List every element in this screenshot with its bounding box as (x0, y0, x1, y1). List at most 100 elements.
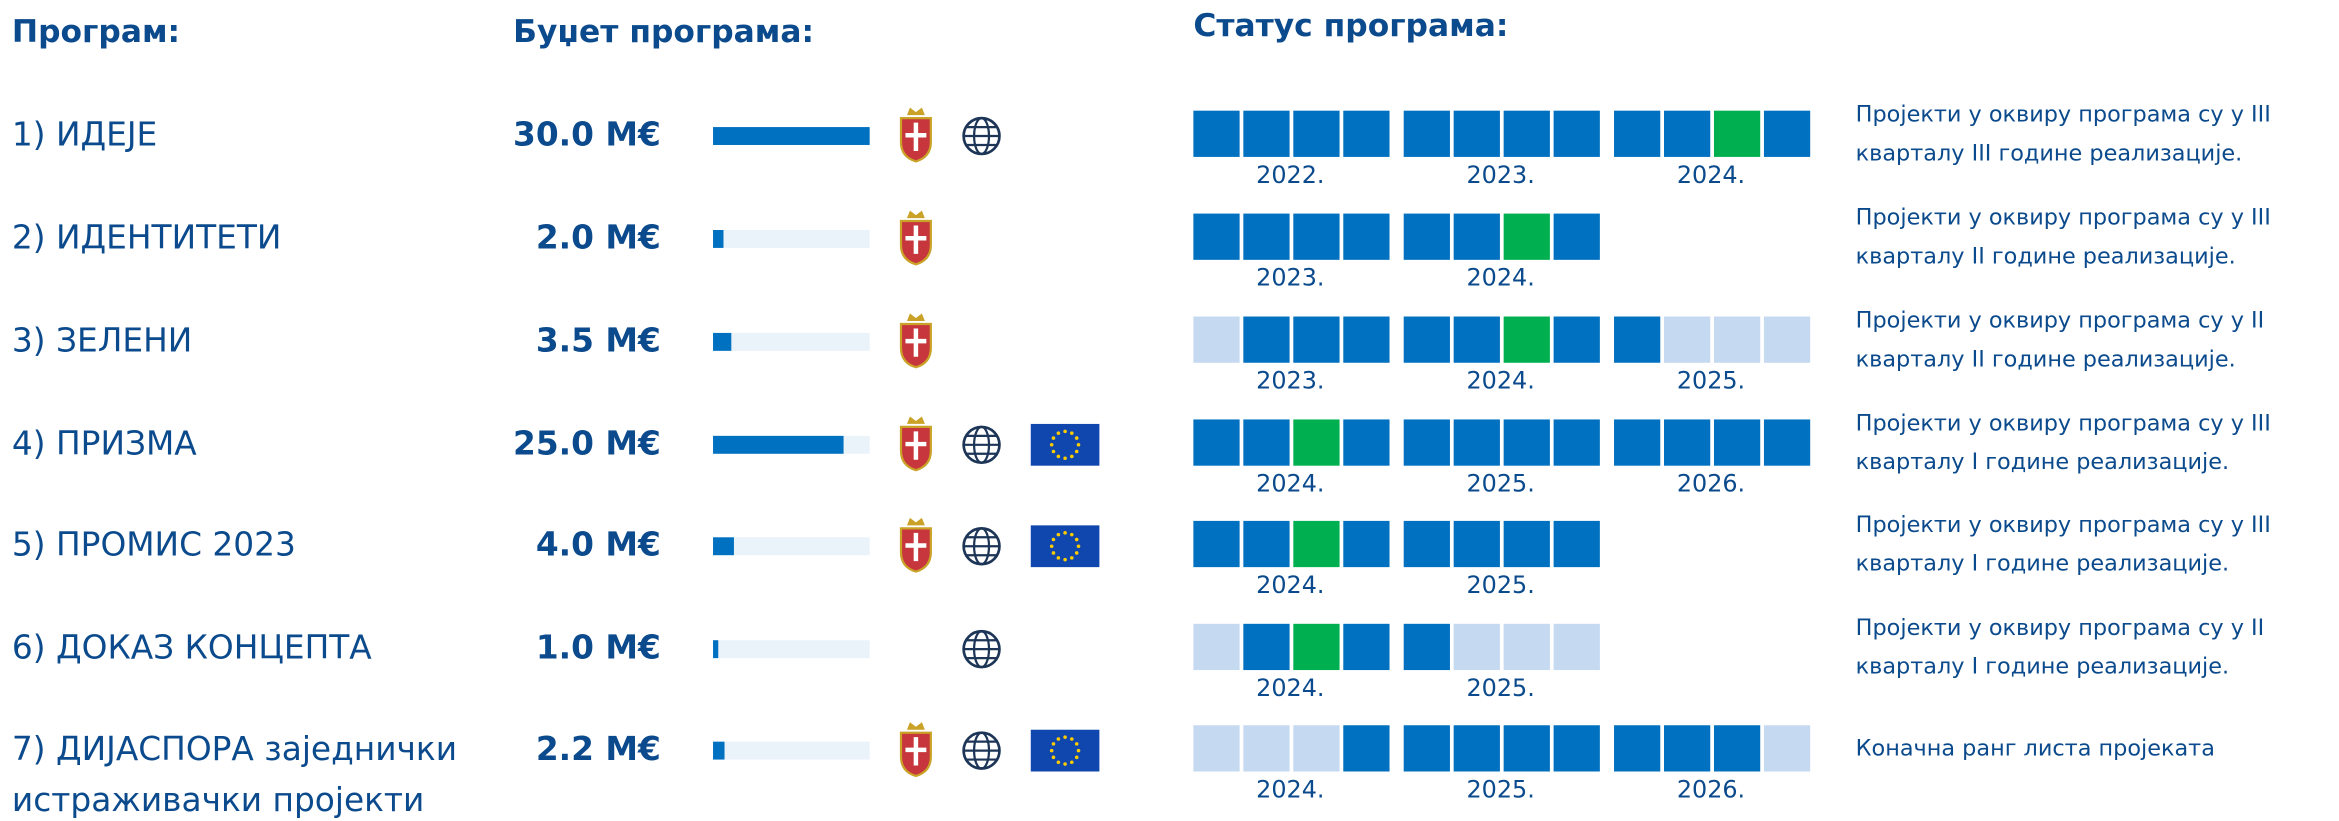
quarter-box (1553, 110, 1600, 157)
world-bank-icon (962, 425, 1001, 465)
budget-bar (713, 640, 719, 659)
quarter-box (1193, 419, 1240, 466)
star (1070, 760, 1074, 765)
year-label: 2023. (1467, 161, 1535, 189)
quarter-box (1763, 725, 1811, 772)
star (1063, 735, 1067, 739)
crown (906, 722, 925, 730)
serbia-coat-icon (899, 210, 932, 266)
budget-track (713, 741, 870, 760)
quarter-box (1713, 725, 1761, 772)
program-name: 7) ДИЈАСПОРА заједнички (12, 730, 457, 768)
status-text: Пројекти у оквиру програма су у II (1856, 615, 2265, 641)
quarter-box (1193, 725, 1240, 772)
star (1049, 748, 1054, 753)
year-label: 2022. (1256, 161, 1324, 189)
eu-flag-icon (1030, 423, 1100, 466)
quarter-box (1243, 623, 1290, 671)
status-text: кварталу I године реализације. (1856, 654, 2229, 680)
crown (906, 416, 925, 424)
star (1070, 431, 1074, 435)
world-bank-icon (962, 116, 1001, 156)
quarter-box (1453, 725, 1500, 772)
program-name: истраживачки пројекти (12, 781, 424, 819)
quarter-box (1453, 213, 1500, 260)
quarter-box (1243, 213, 1290, 260)
quarter-box (1243, 419, 1290, 466)
star (1070, 532, 1074, 537)
header-program: Програм: (12, 14, 180, 50)
quarter-box (1553, 520, 1600, 568)
program-name: 1) ИДЕЈЕ (12, 116, 157, 154)
star (1076, 443, 1081, 447)
quarter-box (1713, 110, 1761, 157)
quarter-box (1503, 623, 1550, 671)
quarter-box (1243, 520, 1290, 568)
quarter-box (1403, 213, 1450, 260)
cross (905, 532, 927, 562)
status-text: Пројекти у оквиру програма су у II (1856, 307, 2265, 333)
quarter-box (1403, 419, 1450, 466)
year-label: 2025. (1467, 674, 1535, 702)
star (1051, 551, 1056, 555)
year-label: 2024. (1467, 367, 1535, 395)
quarter-box (1343, 316, 1390, 363)
cross (905, 737, 927, 766)
quarter-box (1503, 419, 1550, 466)
budget-label: 2.0 M€ (536, 218, 661, 256)
quarter-box (1763, 316, 1811, 363)
quarter-box (1614, 725, 1661, 772)
quarter-box (1403, 110, 1450, 157)
quarter-box (1343, 213, 1390, 260)
quarter-box (1293, 110, 1340, 157)
star (1051, 537, 1056, 542)
quarter-box (1664, 110, 1711, 157)
quarter-box (1343, 419, 1390, 466)
star (1063, 531, 1067, 535)
parallels (963, 536, 1000, 557)
star (1074, 551, 1079, 555)
program-name: 4) ПРИЗМА (12, 424, 197, 462)
quarter-box (1343, 110, 1390, 157)
year-label: 2024. (1256, 470, 1324, 498)
quarter-box (1343, 623, 1390, 671)
quarter-box (1193, 623, 1240, 671)
star (1051, 449, 1056, 454)
star (1074, 742, 1079, 746)
budget-label: 2.2 M€ (536, 730, 661, 768)
status-text: Пројекти у оквиру програма су у III (1856, 205, 2271, 231)
status-text: кварталу II године реализације. (1856, 346, 2236, 372)
crown (906, 517, 925, 526)
year-label: 2024. (1467, 264, 1535, 292)
year-label: 2026. (1677, 470, 1745, 498)
status-text: кварталу I године реализације. (1856, 551, 2229, 577)
status-text: Пројекти у оквиру програма су у III (1856, 512, 2271, 538)
world-bank-icon (962, 527, 1001, 566)
budget-bar (713, 435, 844, 454)
quarter-box (1503, 316, 1550, 363)
status-text: кварталу II године реализације. (1856, 243, 2236, 269)
year-label: 2025. (1467, 470, 1535, 498)
year-label: 2023. (1256, 367, 1324, 395)
quarter-box (1664, 725, 1711, 772)
status-text: Пројекти у оквиру програма су у III (1856, 102, 2271, 128)
star (1063, 456, 1067, 461)
quarter-box (1343, 520, 1390, 568)
quarter-box (1193, 520, 1240, 568)
header-status: Статус програма: (1193, 8, 1508, 44)
star (1070, 454, 1074, 459)
quarter-box (1614, 316, 1661, 363)
quarter-box (1553, 316, 1600, 363)
year-label: 2025. (1467, 775, 1535, 803)
parallels (963, 125, 1000, 147)
year-label: 2024. (1256, 775, 1324, 803)
star (1049, 544, 1054, 549)
program-name: 3) ЗЕЛЕНИ (12, 321, 192, 359)
budget-track (713, 332, 870, 351)
star (1049, 443, 1054, 447)
quarter-box (1453, 110, 1500, 157)
quarter-box (1343, 725, 1390, 772)
quarter-box (1243, 110, 1290, 157)
quarter-box (1243, 725, 1290, 772)
